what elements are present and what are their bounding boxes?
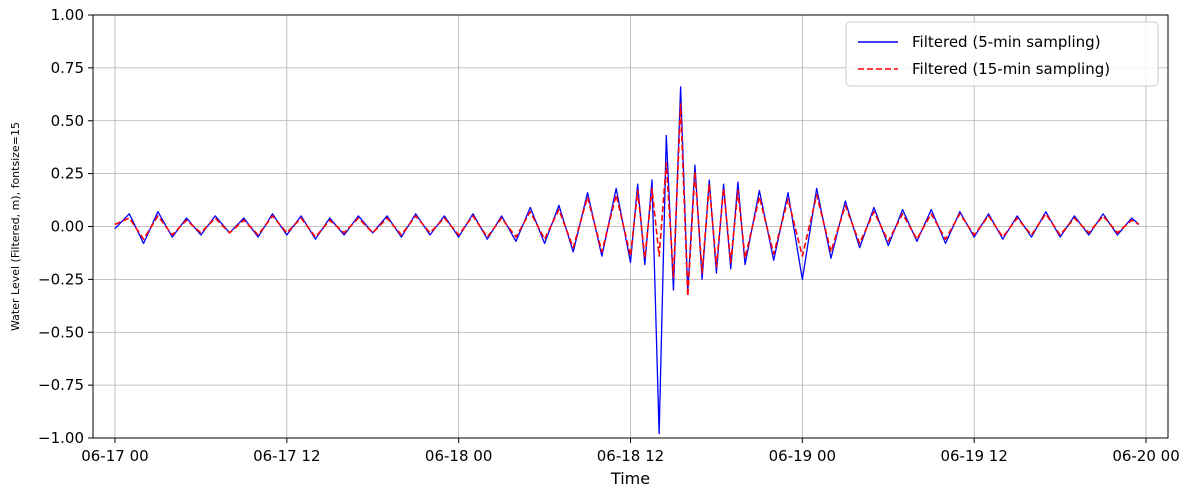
y-tick-label: −0.75 xyxy=(38,376,84,394)
tick-layer: 06-17 00 06-17 12 06-18 00 06-18 12 06-19 00… xyxy=(38,6,1180,465)
y-tick-label: 0.00 xyxy=(51,218,84,236)
legend-box xyxy=(845,21,1159,87)
y-tick-label: 1.00 xyxy=(51,6,84,24)
legend: Filtered (5-min sampling) Filtered (15-mi… xyxy=(845,21,1159,87)
x-tick-label: 06-19 12 xyxy=(940,447,1007,465)
x-tick-label: 06-17 00 xyxy=(81,447,148,465)
legend-label: Filtered (15-min sampling) xyxy=(912,60,1110,78)
y-tick-label: −1.00 xyxy=(38,429,84,447)
series-layer xyxy=(114,86,1140,435)
x-tick-label: 06-18 12 xyxy=(597,447,664,465)
y-tick-label: −0.25 xyxy=(38,270,84,288)
y-tick-label: −0.50 xyxy=(38,323,84,341)
series-line-1 xyxy=(114,86,1140,435)
series-line-2 xyxy=(114,103,1140,298)
x-tick-label: 06-20 00 xyxy=(1112,447,1179,465)
legend-label: Filtered (5-min sampling) xyxy=(912,33,1101,51)
y-tick-label: 0.75 xyxy=(51,59,84,77)
x-tick-label: 06-18 00 xyxy=(425,447,492,465)
x-axis-label: Time xyxy=(610,469,650,488)
y-axis-label: Water Level (Filtered, m), fontsize=15 xyxy=(9,122,22,331)
y-tick-label: 0.50 xyxy=(51,112,84,130)
y-tick-label: 0.25 xyxy=(51,165,84,183)
x-tick-label: 06-19 00 xyxy=(769,447,836,465)
x-tick-label: 06-17 12 xyxy=(253,447,320,465)
